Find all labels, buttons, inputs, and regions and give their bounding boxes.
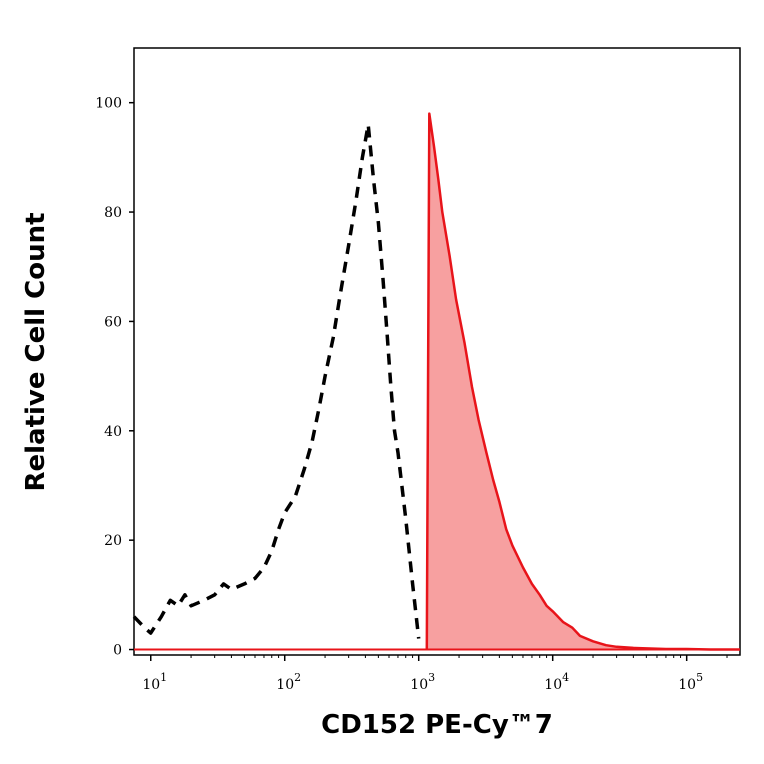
y-axis-title: Relative Cell Count [21,212,51,491]
x-axis-ticks: 101 102 103 104 105 [142,655,728,693]
x-tick-label: 105 [678,671,703,693]
y-tick-label: 80 [104,205,122,221]
plot-area [132,47,741,656]
x-axis-title: CD152 PE-Cy™7 [321,710,553,740]
x-tick-label: 104 [544,671,569,693]
y-tick-label: 60 [104,314,122,330]
y-tick-label: 100 [95,96,122,112]
y-tick-label: 20 [104,533,122,549]
x-tick-label: 101 [142,671,167,693]
series-0-line [132,122,421,639]
y-tick-label: 40 [104,424,122,440]
y-tick-label: 0 [113,643,122,659]
series-1-fill [426,113,740,650]
x-tick-label: 103 [410,671,435,693]
x-tick-label: 102 [276,671,301,693]
y-axis-ticks: 0 20 40 60 80 100 [95,96,134,659]
series-1-line [425,112,740,651]
plot-frame [133,47,741,656]
